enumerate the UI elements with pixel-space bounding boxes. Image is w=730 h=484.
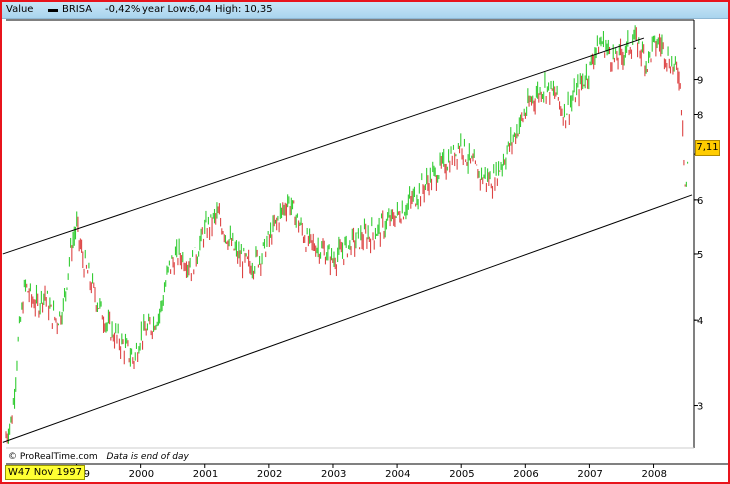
chart-header: Value BRISA -0,42% year Low: 6,04 High: …: [2, 2, 728, 19]
year-low-label: year Low:: [142, 4, 191, 15]
symbol-label[interactable]: BRISA: [62, 4, 93, 15]
x-tick-label: 2000: [129, 469, 154, 480]
x-tick-label: 2003: [321, 469, 346, 480]
y-tick-label: 8: [697, 110, 703, 121]
high-value: 10,35: [244, 4, 273, 15]
high-label: High:: [215, 4, 242, 15]
x-tick-label: 2006: [513, 469, 538, 480]
channel-line-upper[interactable]: [2, 37, 645, 255]
y-tick-label: 4: [697, 316, 703, 327]
chart-footer: © ProRealTime.com Data is end of day: [8, 452, 189, 462]
channel-line-lower[interactable]: [2, 194, 693, 443]
y-tick-label: 5: [697, 250, 703, 261]
source-credit[interactable]: © ProRealTime.com: [8, 452, 98, 462]
value-label: Value: [6, 4, 34, 15]
x-tick-label: 2002: [257, 469, 282, 480]
last-price-badge: 7,11: [695, 140, 720, 156]
data-note: Data is end of day: [106, 452, 189, 462]
y-tick-label: 3: [697, 402, 703, 413]
y-tick-label: 9: [697, 76, 703, 87]
change-value: -0,42%: [105, 4, 141, 15]
x-tick-label: 2004: [385, 469, 410, 480]
x-tick-label: 2008: [642, 469, 667, 480]
x-tick-label: 2001: [193, 469, 218, 480]
x-tick-label: 2005: [449, 469, 474, 480]
x-tick-label: 2007: [577, 469, 602, 480]
legend-swatch-icon: [48, 9, 58, 12]
year-low-value: 6,04: [189, 4, 212, 15]
y-tick-label: 6: [697, 196, 703, 207]
cursor-date-badge: W47 Nov 1997: [5, 465, 85, 480]
